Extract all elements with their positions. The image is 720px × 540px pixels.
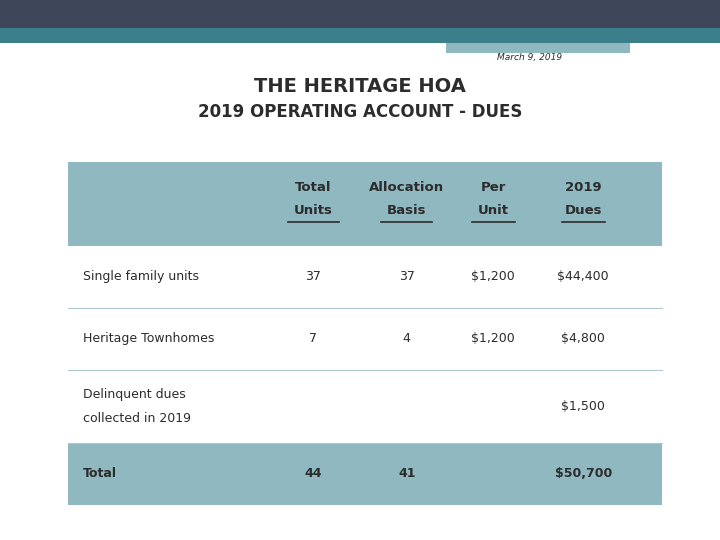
FancyBboxPatch shape (68, 162, 662, 246)
Text: Dues: Dues (564, 204, 602, 217)
Text: $4,800: $4,800 (562, 332, 605, 346)
Text: Single family units: Single family units (83, 270, 199, 284)
Text: $1,200: $1,200 (472, 270, 515, 284)
FancyBboxPatch shape (68, 443, 662, 505)
Text: Delinquent dues: Delinquent dues (83, 388, 186, 401)
Text: Unit: Unit (477, 204, 509, 217)
Text: Allocation: Allocation (369, 181, 444, 194)
Text: Total: Total (295, 181, 331, 194)
FancyBboxPatch shape (0, 28, 446, 43)
Text: 4: 4 (403, 332, 410, 346)
Text: THE HERITAGE HOA: THE HERITAGE HOA (254, 77, 466, 96)
FancyBboxPatch shape (446, 28, 720, 43)
Text: Per: Per (480, 181, 506, 194)
Text: 37: 37 (399, 270, 415, 284)
Text: $1,200: $1,200 (472, 332, 515, 346)
Text: 37: 37 (305, 270, 321, 284)
FancyBboxPatch shape (446, 43, 630, 53)
Text: Heritage Townhomes: Heritage Townhomes (83, 332, 214, 346)
Text: collected in 2019: collected in 2019 (83, 411, 191, 425)
Text: $1,500: $1,500 (562, 400, 605, 413)
FancyBboxPatch shape (0, 0, 720, 28)
Text: 2019: 2019 (565, 181, 601, 194)
Text: 41: 41 (398, 467, 415, 481)
Text: Units: Units (294, 204, 333, 217)
Text: Basis: Basis (387, 204, 426, 217)
Text: Total: Total (83, 467, 117, 481)
Text: March 9, 2019: March 9, 2019 (497, 53, 562, 62)
Text: $44,400: $44,400 (557, 270, 609, 284)
Text: 2019 OPERATING ACCOUNT - DUES: 2019 OPERATING ACCOUNT - DUES (198, 103, 522, 121)
Text: 44: 44 (305, 467, 322, 481)
Text: 7: 7 (309, 332, 318, 346)
Text: $50,700: $50,700 (554, 467, 612, 481)
